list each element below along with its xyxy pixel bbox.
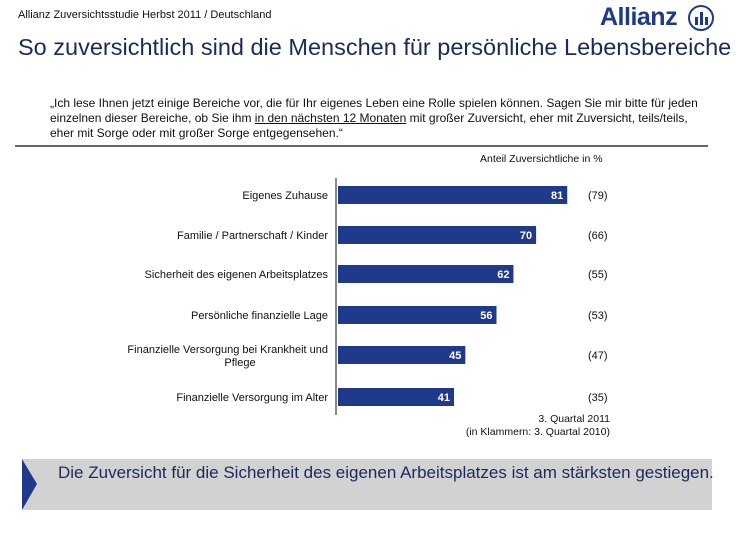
bar-value: 41 (438, 392, 450, 404)
previous-value: (55) (588, 269, 608, 281)
bar-value: 56 (480, 310, 492, 322)
bar-value: 62 (497, 269, 509, 281)
bar (338, 265, 514, 283)
page-title: So zuversichtlich sind die Menschen für … (18, 34, 732, 60)
bar-value: 70 (520, 230, 532, 242)
allianz-eagle-icon (688, 5, 714, 31)
bar (338, 226, 537, 244)
chart-notes: 3. Quartal 2011 (in Klammern: 3. Quartal … (440, 413, 610, 439)
divider (15, 145, 708, 147)
note-current: 3. Quartal 2011 (538, 413, 610, 425)
note-previous: (in Klammern: 3. Quartal 2010) (465, 426, 610, 438)
category-label: Pflege (224, 357, 255, 369)
allianz-logo: Allianz (600, 3, 678, 31)
question-part1: „Ich lese Ihnen jetzt einige Bereiche vo… (50, 96, 698, 125)
bar-value: 45 (449, 350, 461, 362)
category-label: Finanzielle Versorgung im Alter (176, 392, 328, 404)
question-part2: mit großer Zuversicht, eher mit Zuversic… (50, 111, 688, 140)
question-underlined: in den nächsten 12 Monaten (254, 111, 407, 125)
conclusion-box (22, 459, 712, 510)
unit-label: Anteil Zuversichtliche in % (480, 153, 603, 165)
category-label: Sicherheit des eigenen Arbeitsplatzes (145, 269, 329, 281)
category-label: Eigenes Zuhause (242, 190, 328, 202)
bar (338, 346, 466, 364)
category-label: Persönliche finanzielle Lage (191, 310, 328, 322)
previous-value: (53) (588, 310, 608, 322)
category-label: Familie / Partnerschaft / Kinder (177, 230, 328, 242)
bar (338, 388, 455, 406)
study-label: Allianz Zuversichtsstudie Herbst 2011 / … (18, 9, 272, 21)
bar-value: 81 (551, 190, 563, 202)
previous-value: (79) (588, 190, 608, 202)
category-label: Finanzielle Versorgung bei Krankheit und (127, 344, 328, 356)
previous-value: (35) (588, 392, 608, 404)
bar (338, 306, 497, 324)
question-text: „Ich lese Ihnen jetzt einige Bereiche vo… (50, 96, 710, 141)
previous-value: (66) (588, 230, 608, 242)
previous-value: (47) (588, 350, 608, 362)
bar (338, 186, 568, 204)
arrow-icon (22, 459, 37, 510)
conclusion-text: Die Zuversicht für die Sicherheit des ei… (58, 463, 714, 482)
bar-chart: Eigenes Zuhause 81 (79) Familie / Partnersc… (127, 178, 608, 415)
